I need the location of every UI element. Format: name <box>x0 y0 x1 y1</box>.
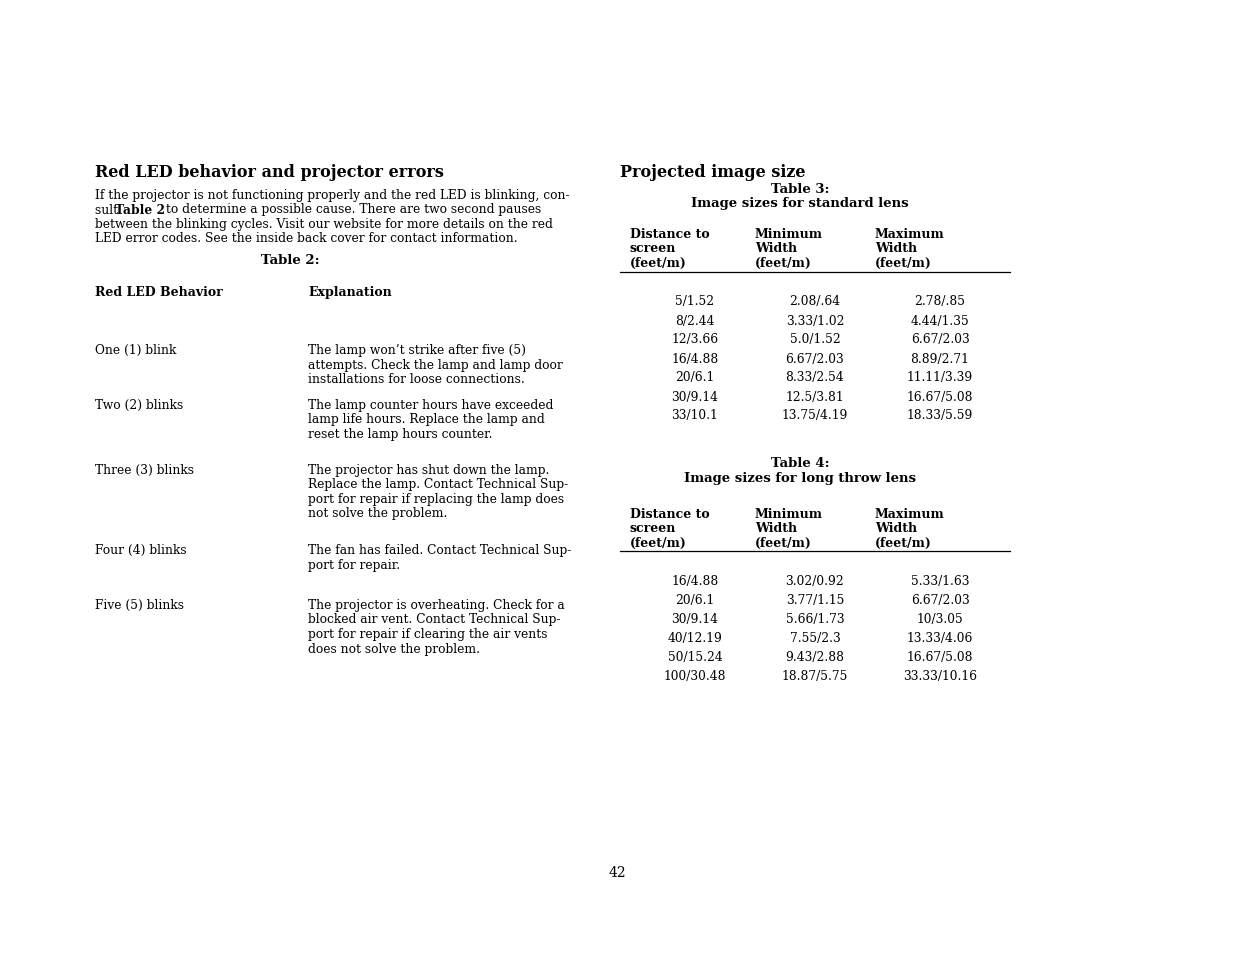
Text: not solve the problem.: not solve the problem. <box>308 507 447 520</box>
Text: 4.44/1.35: 4.44/1.35 <box>910 314 969 327</box>
Text: 42: 42 <box>608 865 626 879</box>
Text: 2.78/.85: 2.78/.85 <box>914 295 966 308</box>
Text: blocked air vent. Contact Technical Sup-: blocked air vent. Contact Technical Sup- <box>308 613 561 626</box>
Text: 3.02/0.92: 3.02/0.92 <box>785 575 845 587</box>
Text: Distance to: Distance to <box>630 228 710 241</box>
Text: port for repair if clearing the air vents: port for repair if clearing the air vent… <box>308 627 547 640</box>
Text: 6.67/2.03: 6.67/2.03 <box>910 594 969 606</box>
Text: 20/6.1: 20/6.1 <box>676 594 715 606</box>
Text: 100/30.48: 100/30.48 <box>663 669 726 682</box>
Text: Projected image size: Projected image size <box>620 164 805 181</box>
Text: does not solve the problem.: does not solve the problem. <box>308 641 480 655</box>
Text: Image sizes for long throw lens: Image sizes for long throw lens <box>684 472 916 485</box>
Text: (feet/m): (feet/m) <box>876 256 932 270</box>
Text: Table 4:: Table 4: <box>771 457 830 470</box>
Text: 50/15.24: 50/15.24 <box>668 650 722 663</box>
Text: 13.33/4.06: 13.33/4.06 <box>906 631 973 644</box>
Text: 2.08/.64: 2.08/.64 <box>789 295 841 308</box>
Text: 5/1.52: 5/1.52 <box>676 295 715 308</box>
Text: 40/12.19: 40/12.19 <box>668 631 722 644</box>
Text: One (1) blink: One (1) blink <box>95 344 177 356</box>
Text: Minimum: Minimum <box>755 507 823 520</box>
Text: 12/3.66: 12/3.66 <box>672 334 719 346</box>
Text: 8.89/2.71: 8.89/2.71 <box>910 352 969 365</box>
Text: Red LED behavior and projector errors: Red LED behavior and projector errors <box>95 164 443 181</box>
Text: The projector has shut down the lamp.: The projector has shut down the lamp. <box>308 463 550 476</box>
Text: 12.5/3.81: 12.5/3.81 <box>785 390 845 403</box>
Text: The lamp counter hours have exceeded: The lamp counter hours have exceeded <box>308 398 553 412</box>
Text: screen: screen <box>630 242 677 255</box>
Text: Replace the lamp. Contact Technical Sup-: Replace the lamp. Contact Technical Sup- <box>308 478 568 491</box>
Text: 10/3.05: 10/3.05 <box>916 613 963 625</box>
Text: Three (3) blinks: Three (3) blinks <box>95 463 194 476</box>
Text: (feet/m): (feet/m) <box>755 536 811 549</box>
Text: reset the lamp hours counter.: reset the lamp hours counter. <box>308 428 493 440</box>
Text: installations for loose connections.: installations for loose connections. <box>308 373 525 386</box>
Text: 3.77/1.15: 3.77/1.15 <box>785 594 845 606</box>
Text: If the projector is not functioning properly and the red LED is blinking, con-: If the projector is not functioning prop… <box>95 189 569 202</box>
Text: port for repair if replacing the lamp does: port for repair if replacing the lamp do… <box>308 493 564 505</box>
Text: Image sizes for standard lens: Image sizes for standard lens <box>692 196 909 210</box>
Text: 16.67/5.08: 16.67/5.08 <box>906 390 973 403</box>
Text: 13.75/4.19: 13.75/4.19 <box>782 409 848 422</box>
Text: Red LED Behavior: Red LED Behavior <box>95 286 222 298</box>
Text: Four (4) blinks: Four (4) blinks <box>95 543 186 557</box>
Text: Distance to: Distance to <box>630 507 710 520</box>
Text: Minimum: Minimum <box>755 228 823 241</box>
Text: 8/2.44: 8/2.44 <box>676 314 715 327</box>
Text: (feet/m): (feet/m) <box>630 536 687 549</box>
Text: 6.67/2.03: 6.67/2.03 <box>785 352 845 365</box>
Text: 8.33/2.54: 8.33/2.54 <box>785 371 845 384</box>
Text: port for repair.: port for repair. <box>308 558 400 571</box>
Text: sult: sult <box>95 203 122 216</box>
Text: Table 3:: Table 3: <box>771 183 829 195</box>
Text: Explanation: Explanation <box>308 286 391 298</box>
Text: 5.0/1.52: 5.0/1.52 <box>789 334 840 346</box>
Text: 20/6.1: 20/6.1 <box>676 371 715 384</box>
Text: 6.67/2.03: 6.67/2.03 <box>910 334 969 346</box>
Text: lamp life hours. Replace the lamp and: lamp life hours. Replace the lamp and <box>308 413 545 426</box>
Text: (feet/m): (feet/m) <box>755 256 811 270</box>
Text: The projector is overheating. Check for a: The projector is overheating. Check for … <box>308 598 564 612</box>
Text: (feet/m): (feet/m) <box>630 256 687 270</box>
Text: 33.33/10.16: 33.33/10.16 <box>903 669 977 682</box>
Text: Width: Width <box>755 521 797 535</box>
Text: Width: Width <box>876 521 918 535</box>
Text: Width: Width <box>876 242 918 255</box>
Text: LED error codes. See the inside back cover for contact information.: LED error codes. See the inside back cov… <box>95 233 517 245</box>
Text: 30/9.14: 30/9.14 <box>672 390 719 403</box>
Text: 30/9.14: 30/9.14 <box>672 613 719 625</box>
Text: Maximum: Maximum <box>876 507 945 520</box>
Text: Table 2: Table 2 <box>115 203 165 216</box>
Text: 16/4.88: 16/4.88 <box>672 575 719 587</box>
Text: Two (2) blinks: Two (2) blinks <box>95 398 183 412</box>
Text: Width: Width <box>755 242 797 255</box>
Text: Maximum: Maximum <box>876 228 945 241</box>
Text: Table 2:: Table 2: <box>261 253 320 267</box>
Text: 16/4.88: 16/4.88 <box>672 352 719 365</box>
Text: 7.55/2.3: 7.55/2.3 <box>789 631 840 644</box>
Text: 18.33/5.59: 18.33/5.59 <box>906 409 973 422</box>
Text: 5.66/1.73: 5.66/1.73 <box>785 613 845 625</box>
Text: 5.33/1.63: 5.33/1.63 <box>910 575 969 587</box>
Text: Five (5) blinks: Five (5) blinks <box>95 598 184 612</box>
Text: 18.87/5.75: 18.87/5.75 <box>782 669 848 682</box>
Text: (feet/m): (feet/m) <box>876 536 932 549</box>
Text: screen: screen <box>630 521 677 535</box>
Text: between the blinking cycles. Visit our website for more details on the red: between the blinking cycles. Visit our w… <box>95 218 553 231</box>
Text: 33/10.1: 33/10.1 <box>672 409 719 422</box>
Text: The lamp won’t strike after five (5): The lamp won’t strike after five (5) <box>308 344 526 356</box>
Text: The fan has failed. Contact Technical Sup-: The fan has failed. Contact Technical Su… <box>308 543 572 557</box>
Text: to determine a possible cause. There are two second pauses: to determine a possible cause. There are… <box>162 203 541 216</box>
Text: 11.11/3.39: 11.11/3.39 <box>906 371 973 384</box>
Text: attempts. Check the lamp and lamp door: attempts. Check the lamp and lamp door <box>308 358 563 371</box>
Text: 9.43/2.88: 9.43/2.88 <box>785 650 845 663</box>
Text: 3.33/1.02: 3.33/1.02 <box>785 314 845 327</box>
Text: 16.67/5.08: 16.67/5.08 <box>906 650 973 663</box>
